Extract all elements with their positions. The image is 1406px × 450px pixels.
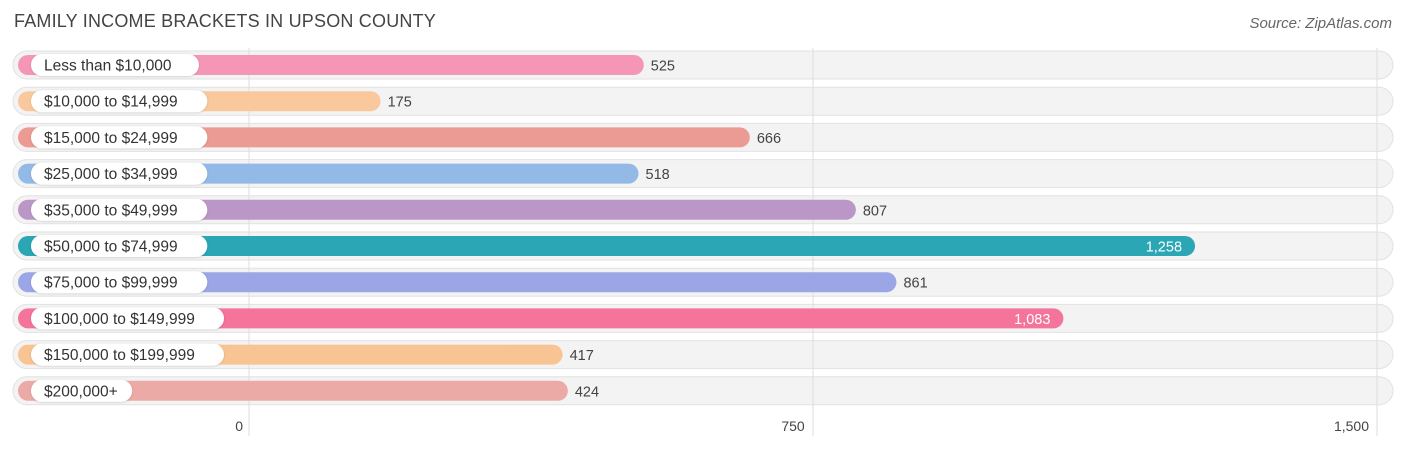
- value-label: 525: [651, 59, 675, 75]
- value-label: 1,083: [1014, 312, 1050, 328]
- x-tick-label: 0: [235, 418, 243, 434]
- category-label: $35,000 to $49,999: [44, 202, 178, 219]
- source-credit: Source: ZipAtlas.com: [1249, 15, 1392, 32]
- category-label-pill: [31, 307, 224, 330]
- category-label: $50,000 to $74,999: [44, 239, 178, 256]
- value-label: 807: [863, 203, 887, 219]
- bar: [18, 272, 897, 293]
- value-label: 417: [570, 348, 594, 364]
- category-label-pill: [31, 162, 208, 185]
- value-label: 518: [646, 167, 670, 183]
- value-label: 666: [757, 131, 781, 147]
- category-label: $75,000 to $99,999: [44, 275, 178, 292]
- category-label-pill: [31, 90, 208, 113]
- x-tick-label: 1,500: [1334, 418, 1369, 434]
- bar: [18, 308, 1064, 329]
- category-label-pill: [31, 343, 224, 366]
- category-label: $100,000 to $149,999: [44, 311, 195, 328]
- value-label: 861: [903, 276, 927, 292]
- bar: [18, 236, 1196, 256]
- category-label-pill: [31, 126, 208, 149]
- category-label: $200,000+: [44, 383, 118, 400]
- chart-title: FAMILY INCOME BRACKETS IN UPSON COUNTY: [14, 11, 436, 31]
- category-label-pill: [31, 54, 199, 76]
- category-label-pill: [31, 271, 208, 294]
- bar: [18, 380, 568, 401]
- category-label: $15,000 to $24,999: [44, 130, 178, 147]
- value-label: 1,258: [1146, 240, 1182, 256]
- category-label: $10,000 to $14,999: [44, 94, 178, 111]
- category-label: $150,000 to $199,999: [44, 347, 195, 364]
- category-label: $25,000 to $34,999: [44, 166, 178, 183]
- category-label: Less than $10,000: [44, 58, 172, 75]
- category-label-pill: [31, 235, 208, 257]
- category-label-pill: [31, 379, 133, 402]
- bar: [18, 199, 856, 220]
- category-label-pill: [31, 198, 208, 221]
- value-label: 175: [388, 95, 412, 111]
- x-tick-label: 750: [781, 418, 805, 434]
- value-label: 424: [575, 384, 599, 400]
